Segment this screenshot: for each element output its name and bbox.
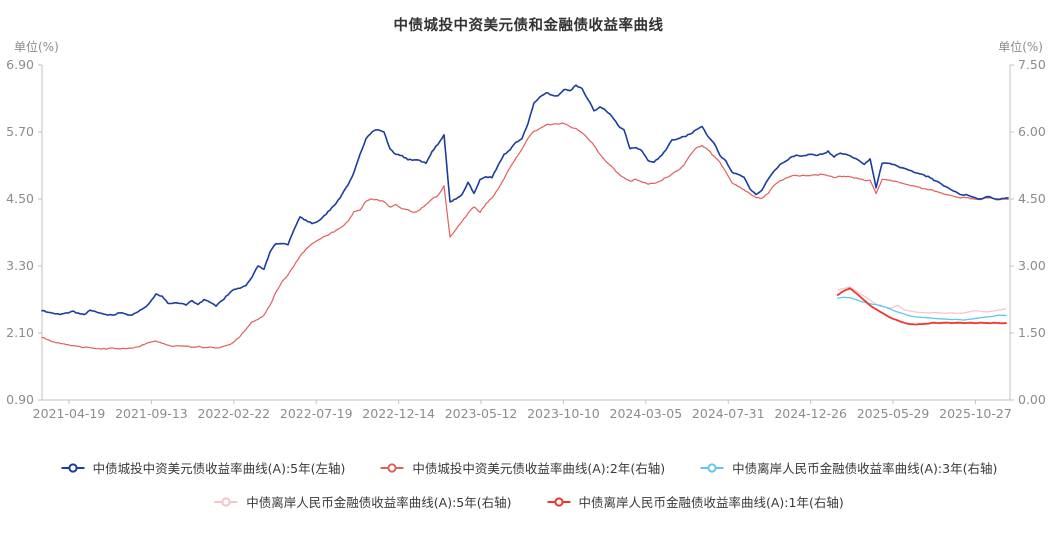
series-line-1 [41, 122, 1009, 350]
legend-label: 中债城投中资美元债收益率曲线(A):5年(左轴) [92, 461, 346, 476]
right-tick-label: 7.50 [1018, 57, 1046, 72]
series-line-2 [837, 296, 1007, 321]
series-line-4 [836, 287, 1007, 326]
x-tick-label: 2021-09-13 [115, 406, 188, 421]
x-tick-label: 2023-10-10 [527, 406, 600, 421]
left-tick-label: 0.90 [6, 392, 34, 407]
x-tick-label: 2024-03-05 [610, 406, 683, 421]
legend-line-ring-icon [61, 462, 85, 473]
legend-row-2: 中债离岸人民币金融债收益率曲线(A):5年(右轴) 中债离岸人民币金融债收益率曲线… [0, 492, 1057, 511]
right-tick-label: 3.00 [1018, 258, 1046, 273]
legend-row-1: 中债城投中资美元债收益率曲线(A):5年(左轴) 中债城投中资美元债收益率曲线(A… [0, 458, 1057, 477]
legend-label: 中债离岸人民币金融债收益率曲线(A):3年(右轴) [732, 461, 998, 476]
left-tick-label: 2.10 [6, 325, 34, 340]
series-line-3 [837, 286, 1007, 314]
legend-line-ring-icon [380, 462, 404, 473]
legend-label: 中债离岸人民币金融债收益率曲线(A):5年(右轴) [246, 495, 512, 510]
left-axis-unit-label: 单位(%) [14, 40, 59, 54]
chart-title: 中债城投中资美元债和金融债收益率曲线 [393, 18, 664, 34]
x-tick-label: 2025-10-27 [939, 406, 1012, 421]
left-tick-label: 3.30 [6, 258, 34, 273]
x-tick-label: 2023-05-12 [445, 406, 518, 421]
x-tick-label: 2024-12-26 [774, 406, 847, 421]
legend-label: 中债城投中资美元债收益率曲线(A):2年(右轴) [412, 461, 666, 476]
right-axis-unit-label: 单位(%) [998, 40, 1043, 54]
series-line-0 [41, 84, 1009, 316]
x-tick-label: 2022-12-14 [362, 406, 435, 421]
left-tick-label: 4.50 [6, 191, 34, 206]
x-tick-label: 2025-05-29 [857, 406, 930, 421]
right-tick-label: 6.00 [1018, 124, 1046, 139]
legend-item-0[interactable]: 中债城投中资美元债收益率曲线(A):5年(左轴) [60, 458, 346, 477]
left-tick-label: 5.70 [6, 124, 34, 139]
legend-item-4[interactable]: 中债离岸人民币金融债收益率曲线(A):1年(右轴) [546, 492, 844, 511]
right-tick-label: 4.50 [1018, 191, 1046, 206]
x-tick-label: 2022-07-19 [280, 406, 353, 421]
legend-label: 中债离岸人民币金融债收益率曲线(A):1年(右轴) [578, 495, 844, 510]
legend-item-1[interactable]: 中债城投中资美元债收益率曲线(A):2年(右轴) [379, 458, 665, 477]
x-tick-label: 2022-02-22 [197, 406, 270, 421]
right-tick-label: 1.50 [1018, 325, 1046, 340]
legend-item-2[interactable]: 中债离岸人民币金融债收益率曲线(A):3年(右轴) [699, 458, 997, 477]
x-tick-label: 2021-04-19 [33, 406, 106, 421]
legend-line-ring-icon [214, 496, 238, 507]
legend-line-ring-icon [547, 496, 570, 507]
legend-item-3[interactable]: 中债离岸人民币金融债收益率曲线(A):5年(右轴) [213, 492, 512, 511]
legend-line-ring-icon [700, 462, 724, 473]
x-tick-label: 2024-07-31 [692, 406, 765, 421]
left-tick-label: 6.90 [6, 57, 34, 72]
right-tick-label: 0.00 [1018, 392, 1046, 407]
chart-plot-area[interactable]: 6.90 5.70 4.50 3.30 2.10 0.90 7.50 6.00 4.50 3.00… [0, 0, 1057, 445]
